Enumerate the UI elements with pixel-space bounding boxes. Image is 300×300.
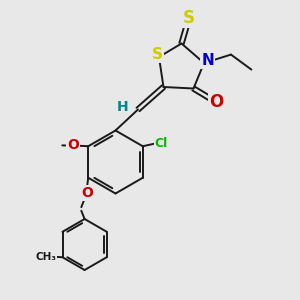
Text: Cl: Cl [155,137,168,150]
Text: methoxy: methoxy [57,144,63,146]
Text: S: S [152,46,163,62]
Text: H: H [117,100,128,114]
Text: O: O [81,186,93,200]
Text: O: O [209,93,223,111]
Text: S: S [183,9,195,27]
Text: O: O [67,138,79,152]
Text: methoxy: methoxy [57,144,63,145]
Text: methoxy: methoxy [53,144,60,145]
Text: N: N [201,53,214,68]
Text: methoxy: methoxy [56,144,62,145]
Text: CH₃: CH₃ [35,252,56,262]
